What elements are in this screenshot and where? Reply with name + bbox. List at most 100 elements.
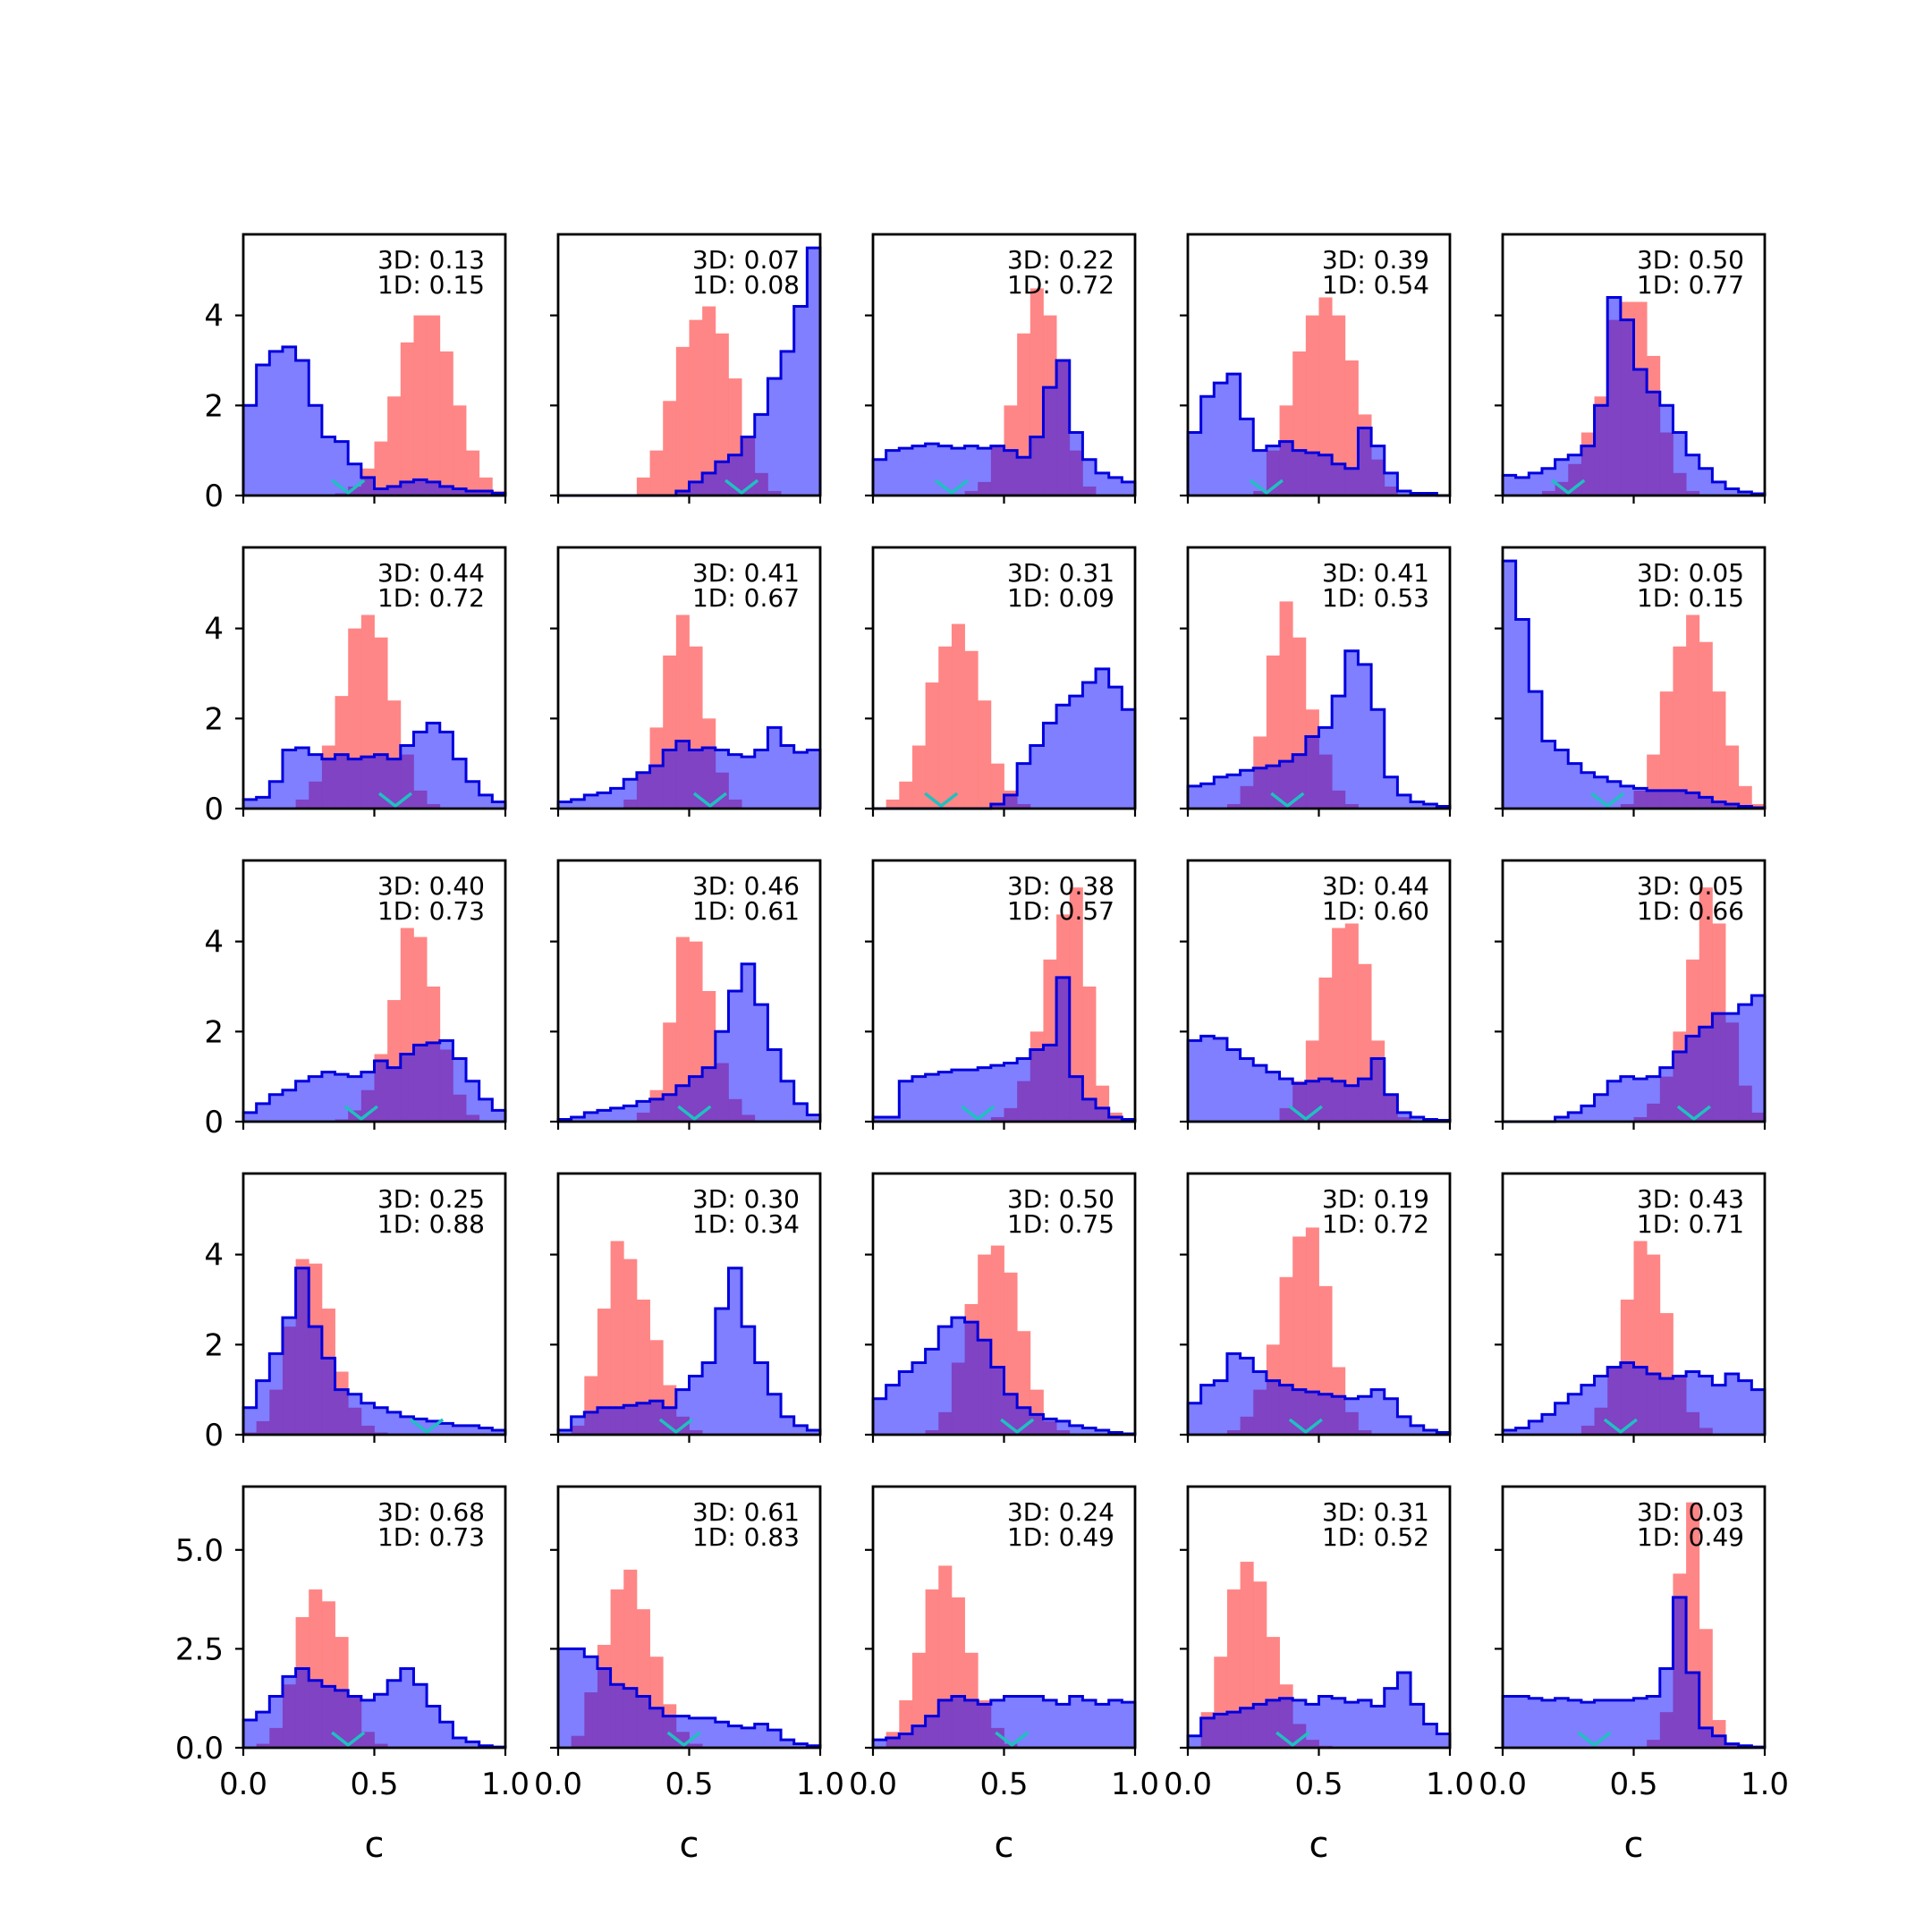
red-histogram-bar <box>1240 1562 1254 1748</box>
red-histogram-bar <box>1292 1236 1307 1435</box>
red-histogram-bar <box>886 799 900 809</box>
x-tick-label: 0.5 <box>979 1767 1028 1802</box>
caret-marker <box>343 1105 378 1122</box>
caret-marker <box>1590 792 1625 809</box>
blue-histogram-edge <box>871 1694 1137 1748</box>
x-tick-label: 0.0 <box>1479 1767 1527 1802</box>
red-histogram-bar <box>689 319 703 496</box>
x-tick-label: 1.0 <box>1741 1767 1789 1802</box>
blue-histogram-edge <box>1501 1360 1767 1435</box>
y-tick-label: 2 <box>204 388 224 424</box>
red-histogram-bar <box>1069 887 1083 1122</box>
annotation-1d: 1D: 0.53 <box>1322 583 1429 613</box>
x-axis-label: c <box>1309 1825 1329 1866</box>
blue-histogram-edge <box>1501 295 1767 496</box>
red-histogram-bar <box>649 450 664 496</box>
annotation-1d: 1D: 0.15 <box>377 270 485 300</box>
annotation-3d: 3D: 0.40 <box>377 871 485 901</box>
annotation-1d: 1D: 0.72 <box>1322 1209 1429 1239</box>
annotation-3d: 3D: 0.22 <box>1007 245 1114 275</box>
annotation-1d: 1D: 0.15 <box>1637 583 1744 613</box>
red-histogram-bar <box>978 700 992 809</box>
red-histogram-bar <box>636 1299 650 1435</box>
annotation-1d: 1D: 0.73 <box>377 1522 485 1552</box>
blue-histogram-edge <box>242 1667 507 1749</box>
y-tick-label: 4 <box>204 612 224 648</box>
x-tick-label: 0.5 <box>665 1767 713 1802</box>
annotation-3d: 3D: 0.30 <box>692 1184 800 1214</box>
annotation-3d: 3D: 0.19 <box>1322 1184 1429 1214</box>
red-histogram-bar <box>1305 315 1319 496</box>
annotation-1d: 1D: 0.77 <box>1637 270 1744 300</box>
red-histogram-bar <box>911 745 926 809</box>
y-tick-label: 4 <box>204 299 224 335</box>
annotation-3d: 3D: 0.43 <box>1637 1184 1744 1214</box>
annotation-1d: 1D: 0.49 <box>1637 1522 1744 1552</box>
caret-marker <box>1288 1418 1323 1435</box>
annotation-3d: 3D: 0.41 <box>1322 558 1429 588</box>
red-histogram-bar <box>990 763 1004 809</box>
red-histogram-bar <box>925 682 939 809</box>
blue-histogram-edge <box>1501 1596 1767 1749</box>
blue-histogram-edge <box>242 345 507 496</box>
x-tick-label: 1.0 <box>481 1767 530 1802</box>
red-histogram-bar <box>374 441 388 496</box>
x-tick-label: 0.5 <box>350 1767 398 1802</box>
red-histogram-bar <box>938 646 953 809</box>
y-tick-label: 0 <box>204 1105 224 1140</box>
caret-marker <box>1288 1105 1323 1122</box>
annotation-1d: 1D: 0.83 <box>692 1522 800 1552</box>
x-axis-label: c <box>995 1825 1014 1866</box>
blue-histogram-edge <box>556 1267 822 1435</box>
red-histogram-bar <box>1659 691 1674 809</box>
red-histogram-bar <box>1751 803 1766 809</box>
red-histogram-bar <box>1686 614 1700 809</box>
caret-marker <box>666 1731 701 1748</box>
blue-histogram-edge <box>1186 1034 1452 1122</box>
caret-marker <box>724 479 759 496</box>
caret-marker <box>331 479 366 496</box>
x-tick-label: 0.0 <box>534 1767 582 1802</box>
caret-marker <box>961 1105 996 1122</box>
blue-histogram-edge <box>556 1647 822 1748</box>
red-histogram-bar <box>675 346 690 496</box>
annotation-1d: 1D: 0.49 <box>1007 1522 1114 1552</box>
blue-histogram-fill <box>243 1668 505 1748</box>
x-tick-label: 1.0 <box>1111 1767 1159 1802</box>
red-histogram-bar <box>453 405 467 496</box>
red-histogram-bar <box>1725 745 1740 809</box>
red-histogram-bar <box>466 450 480 496</box>
blue-histogram-fill <box>1503 1362 1765 1435</box>
x-axis-label: c <box>680 1825 699 1866</box>
red-histogram-bar <box>925 1589 939 1748</box>
caret-marker <box>1249 479 1284 496</box>
red-histogram-bar <box>1699 1629 1713 1748</box>
annotation-1d: 1D: 0.75 <box>1007 1209 1114 1239</box>
red-histogram-bar <box>663 401 677 496</box>
annotation-3d: 3D: 0.24 <box>1007 1497 1114 1527</box>
blue-histogram-edge <box>556 725 822 809</box>
annotation-1d: 1D: 0.60 <box>1322 896 1429 926</box>
red-histogram-bar <box>1332 928 1346 1122</box>
blue-histogram-fill <box>1503 561 1765 809</box>
red-histogram-bar <box>597 1309 611 1435</box>
red-histogram-bar <box>1738 785 1752 809</box>
blue-histogram-edge <box>871 1316 1137 1436</box>
y-tick-label: 0 <box>204 792 224 827</box>
caret-marker <box>331 1731 366 1748</box>
blue-histogram-edge <box>1186 1671 1452 1748</box>
y-tick-label: 2 <box>204 1014 224 1050</box>
y-tick-label: 2.5 <box>175 1631 224 1667</box>
